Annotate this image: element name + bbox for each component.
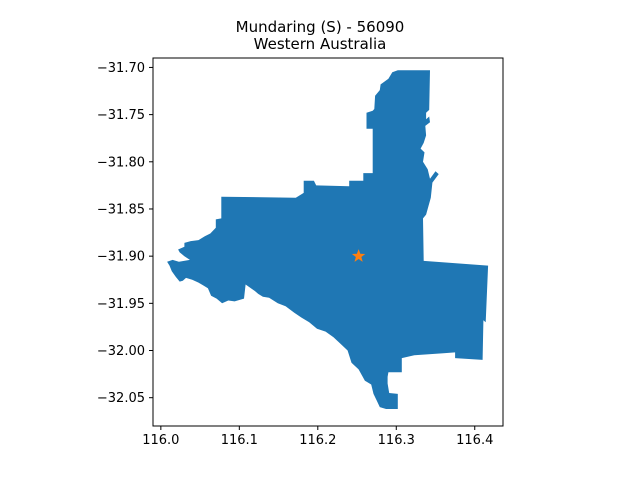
x-tick-label: 116.2	[299, 433, 336, 448]
y-tick-label: −31.70	[97, 61, 145, 76]
region-polygon	[167, 70, 489, 410]
x-tick-label: 116.4	[456, 433, 493, 448]
axes-frame	[152, 57, 504, 427]
y-tick-label: −31.85	[97, 202, 145, 217]
y-tick-label: −31.95	[97, 297, 145, 312]
y-tick-label: −32.00	[97, 344, 145, 359]
x-tick-label: 116.1	[221, 433, 258, 448]
location-star-marker	[351, 249, 366, 262]
plot-area	[167, 70, 489, 410]
y-tick-label: −31.90	[97, 250, 145, 265]
x-axis: 116.0 116.1 116.2 116.3 116.4	[142, 426, 493, 448]
x-tick-label: 116.0	[142, 433, 179, 448]
y-tick-label: −31.75	[97, 108, 145, 123]
y-tick-label: −31.80	[97, 155, 145, 170]
y-tick-label: −32.05	[97, 391, 145, 406]
y-axis: −31.70 −31.75 −31.80 −31.85 −31.90 −31.95 −32.…	[97, 61, 153, 406]
chart-title-line2: Western Australia	[254, 35, 387, 53]
x-tick-label: 116.3	[378, 433, 415, 448]
chart-title-line1: Mundaring (S) - 56090	[236, 18, 405, 36]
